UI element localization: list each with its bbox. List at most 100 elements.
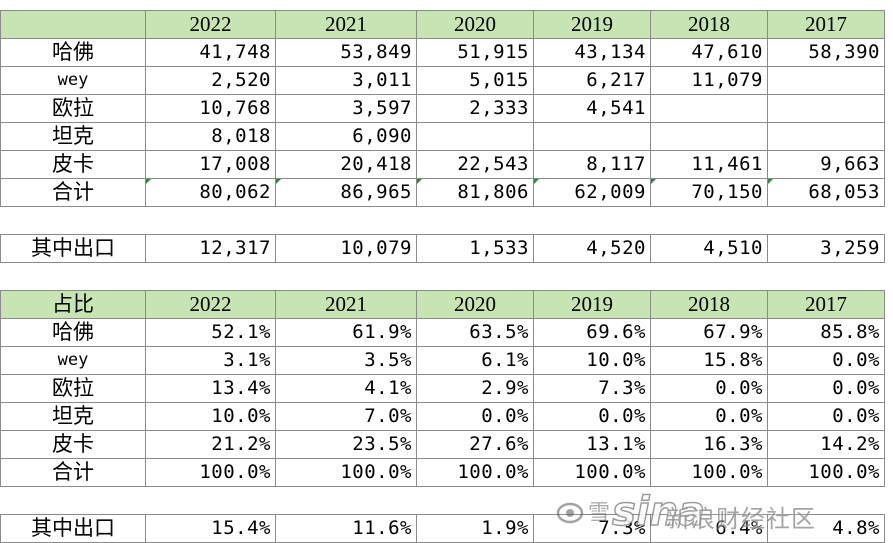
table-cell[interactable]: 3.5% xyxy=(275,346,417,375)
table-cell[interactable]: 10.0% xyxy=(533,346,651,375)
table-cell[interactable]: 7.3% xyxy=(533,514,651,543)
table-cell[interactable]: 68,053 xyxy=(767,178,885,207)
table-cell[interactable]: 11,461 xyxy=(650,150,768,179)
table-cell[interactable]: 0.0% xyxy=(416,402,534,431)
table-cell[interactable]: 100.0% xyxy=(650,458,768,487)
table-cell[interactable]: 100.0% xyxy=(145,458,276,487)
table-cell[interactable]: 6,090 xyxy=(275,122,417,151)
table-cell[interactable]: 3,597 xyxy=(275,94,417,123)
table-cell[interactable]: 17,008 xyxy=(145,150,276,179)
volume-year-2022[interactable]: 2022 xyxy=(145,10,276,39)
table-cell[interactable]: 3,011 xyxy=(275,66,417,95)
row-label-export[interactable]: 其中出口 xyxy=(0,514,146,543)
table-cell[interactable]: 3,259 xyxy=(767,234,885,263)
row-label-ora[interactable]: 欧拉 xyxy=(0,94,146,123)
table-cell[interactable]: 8,018 xyxy=(145,122,276,151)
table-cell[interactable]: 4.1% xyxy=(275,374,417,403)
table-cell[interactable]: 5,015 xyxy=(416,66,534,95)
share-year-2018[interactable]: 2018 xyxy=(650,290,768,319)
table-cell[interactable]: 0.0% xyxy=(767,402,885,431)
volume-year-2021[interactable]: 2021 xyxy=(275,10,417,39)
table-cell[interactable]: 100.0% xyxy=(275,458,417,487)
table-cell[interactable]: 4,541 xyxy=(533,94,651,123)
table-cell[interactable] xyxy=(767,94,885,123)
table-cell[interactable]: 13.1% xyxy=(533,430,651,459)
table-cell[interactable]: 100.0% xyxy=(767,458,885,487)
table-cell[interactable] xyxy=(767,66,885,95)
table-cell[interactable]: 10,768 xyxy=(145,94,276,123)
row-label-wey[interactable]: wey xyxy=(0,66,146,95)
table-cell[interactable]: 100.0% xyxy=(533,458,651,487)
table-cell[interactable] xyxy=(416,122,534,151)
table-cell[interactable]: 1,533 xyxy=(416,234,534,263)
table-cell[interactable]: 67.9% xyxy=(650,318,768,347)
table-cell[interactable]: 4,510 xyxy=(650,234,768,263)
table-cell[interactable]: 52.1% xyxy=(145,318,276,347)
share-year-2022[interactable]: 2022 xyxy=(145,290,276,319)
row-label-tank[interactable]: 坦克 xyxy=(0,122,146,151)
table-cell[interactable]: 23.5% xyxy=(275,430,417,459)
table-cell[interactable]: 0.0% xyxy=(650,374,768,403)
row-label-total[interactable]: 合计 xyxy=(0,178,146,207)
table-cell[interactable]: 53,849 xyxy=(275,38,417,67)
table-cell[interactable]: 20,418 xyxy=(275,150,417,179)
table-cell[interactable]: 7.3% xyxy=(533,374,651,403)
table-cell[interactable]: 2,520 xyxy=(145,66,276,95)
table-cell[interactable] xyxy=(650,94,768,123)
table-cell[interactable]: 86,965 xyxy=(275,178,417,207)
table-cell[interactable]: 6,217 xyxy=(533,66,651,95)
table-cell[interactable]: 15.8% xyxy=(650,346,768,375)
volume-year-2017[interactable]: 2017 xyxy=(767,10,885,39)
table-cell[interactable]: 43,134 xyxy=(533,38,651,67)
table-cell[interactable]: 58,390 xyxy=(767,38,885,67)
table-cell[interactable] xyxy=(533,122,651,151)
table-cell[interactable]: 85.8% xyxy=(767,318,885,347)
table-cell[interactable]: 47,610 xyxy=(650,38,768,67)
table-cell[interactable]: 100.0% xyxy=(416,458,534,487)
share-year-2021[interactable]: 2021 xyxy=(275,290,417,319)
table-cell[interactable]: 9,663 xyxy=(767,150,885,179)
table-cell[interactable]: 61.9% xyxy=(275,318,417,347)
table-cell[interactable]: 13.4% xyxy=(145,374,276,403)
table-cell[interactable]: 8,117 xyxy=(533,150,651,179)
table-cell[interactable]: 70,150 xyxy=(650,178,768,207)
volume-year-2019[interactable]: 2019 xyxy=(533,10,651,39)
table-cell[interactable]: 62,009 xyxy=(533,178,651,207)
share-header-label[interactable]: 占比 xyxy=(0,290,146,319)
row-label-pickup[interactable]: 皮卡 xyxy=(0,150,146,179)
volume-year-2018[interactable]: 2018 xyxy=(650,10,768,39)
table-cell[interactable]: 7.0% xyxy=(275,402,417,431)
table-cell[interactable]: 0.0% xyxy=(767,374,885,403)
table-cell[interactable]: 21.2% xyxy=(145,430,276,459)
table-cell[interactable]: 63.5% xyxy=(416,318,534,347)
table-cell[interactable]: 0.0% xyxy=(767,346,885,375)
table-cell[interactable]: 10.0% xyxy=(145,402,276,431)
table-cell[interactable]: 27.6% xyxy=(416,430,534,459)
table-cell[interactable]: 16.3% xyxy=(650,430,768,459)
table-cell[interactable]: 6.4% xyxy=(650,514,768,543)
table-cell[interactable]: 4,520 xyxy=(533,234,651,263)
table-cell[interactable]: 10,079 xyxy=(275,234,417,263)
table-cell[interactable]: 1.9% xyxy=(416,514,534,543)
row-label-total[interactable]: 合计 xyxy=(0,458,146,487)
table-cell[interactable]: 15.4% xyxy=(145,514,276,543)
table-cell[interactable]: 12,317 xyxy=(145,234,276,263)
table-cell[interactable]: 0.0% xyxy=(650,402,768,431)
share-year-2020[interactable]: 2020 xyxy=(416,290,534,319)
table-cell[interactable]: 2.9% xyxy=(416,374,534,403)
table-cell[interactable]: 2,333 xyxy=(416,94,534,123)
table-cell[interactable]: 51,915 xyxy=(416,38,534,67)
table-cell[interactable]: 22,543 xyxy=(416,150,534,179)
table-cell[interactable]: 6.1% xyxy=(416,346,534,375)
row-label-haval[interactable]: 哈佛 xyxy=(0,318,146,347)
volume-header-corner[interactable] xyxy=(0,10,146,39)
row-label-pickup[interactable]: 皮卡 xyxy=(0,430,146,459)
table-cell[interactable]: 14.2% xyxy=(767,430,885,459)
table-cell[interactable]: 4.8% xyxy=(767,514,885,543)
volume-year-2020[interactable]: 2020 xyxy=(416,10,534,39)
table-cell[interactable]: 11,079 xyxy=(650,66,768,95)
table-cell[interactable] xyxy=(650,122,768,151)
table-cell[interactable]: 69.6% xyxy=(533,318,651,347)
table-cell[interactable] xyxy=(767,122,885,151)
row-label-export[interactable]: 其中出口 xyxy=(0,234,146,263)
